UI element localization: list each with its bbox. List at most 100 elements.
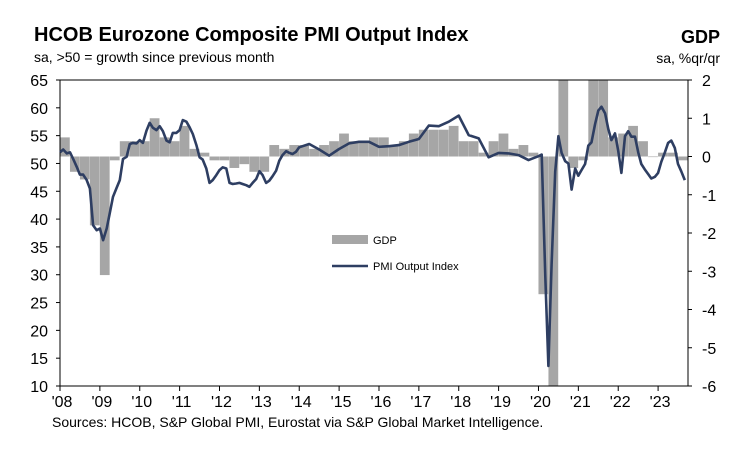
left-axis-tick-label: 50 bbox=[30, 156, 48, 173]
gdp-bar bbox=[598, 80, 609, 157]
gdp-bar bbox=[359, 141, 369, 157]
gdp-bar bbox=[169, 141, 180, 157]
left-axis-tick-label: 45 bbox=[30, 184, 48, 201]
x-axis-tick-label: '14 bbox=[291, 394, 312, 411]
gdp-bar bbox=[608, 137, 619, 157]
right-axis-tick-label: -2 bbox=[702, 226, 716, 243]
x-axis-tick-label: '15 bbox=[331, 394, 352, 411]
x-axis-tick-label: '10 bbox=[131, 394, 152, 411]
x-axis-tick-label: '12 bbox=[211, 394, 232, 411]
right-axis-tick-label: 0 bbox=[702, 150, 711, 167]
gdp-bar bbox=[588, 80, 599, 157]
gdp-bar bbox=[139, 141, 150, 157]
gdp-bar bbox=[319, 145, 329, 157]
gdp-bar bbox=[488, 141, 499, 157]
source-note: Sources: HCOB, S&P Global PMI, Eurostat … bbox=[52, 414, 544, 430]
legend-gdp-swatch bbox=[332, 235, 368, 244]
gdp-bar bbox=[199, 152, 210, 157]
gdp-bar bbox=[638, 141, 648, 157]
gdp-bar bbox=[508, 148, 519, 157]
gdp-bar bbox=[458, 141, 469, 157]
left-axis-tick-label: 30 bbox=[30, 268, 48, 285]
gdp-bar bbox=[209, 156, 220, 161]
right-axis-tick-label: -4 bbox=[702, 303, 716, 320]
gdp-bar bbox=[448, 125, 459, 157]
gdp-bar bbox=[668, 152, 678, 157]
gdp-bar bbox=[498, 133, 509, 157]
gdp-bar bbox=[99, 156, 110, 276]
gdp-bar bbox=[548, 156, 559, 386]
gdp-bar bbox=[229, 156, 240, 168]
chart-subtitle: sa, >50 = growth since previous month bbox=[34, 49, 275, 65]
x-axis-tick-label: '16 bbox=[371, 394, 392, 411]
left-axis-tick-label: 35 bbox=[30, 240, 48, 257]
gdp-bar bbox=[119, 141, 130, 157]
gdp-bar bbox=[269, 145, 280, 157]
gdp-bar bbox=[428, 129, 439, 157]
gdp-bar bbox=[578, 156, 589, 161]
right-axis-title: GDP bbox=[680, 27, 720, 47]
gdp-bar bbox=[678, 156, 688, 161]
gdp-bar bbox=[60, 137, 70, 157]
pmi-line bbox=[59, 105, 687, 368]
gdp-bar bbox=[408, 133, 419, 157]
gdp-bar bbox=[468, 141, 479, 157]
x-axis-tick-label: '20 bbox=[530, 394, 551, 411]
gdp-bar bbox=[299, 145, 310, 157]
gdp-bar bbox=[109, 156, 120, 161]
left-axis-tick-label: 25 bbox=[30, 296, 48, 313]
x-axis-tick-label: '21 bbox=[570, 394, 591, 411]
legend-gdp-label: GDP bbox=[373, 235, 397, 247]
left-axis-tick-label: 65 bbox=[30, 73, 48, 90]
gdp-bar bbox=[478, 152, 489, 157]
left-axis-tick-label: 10 bbox=[30, 379, 48, 396]
gdp-bar bbox=[159, 137, 170, 157]
gdp-bar bbox=[648, 156, 658, 158]
left-axis-tick-label: 40 bbox=[30, 212, 48, 229]
gdp-bar bbox=[249, 156, 260, 172]
gdp-bar bbox=[239, 156, 250, 165]
gdp-bar bbox=[179, 125, 190, 157]
gdp-bar bbox=[329, 141, 339, 157]
gdp-bar bbox=[369, 137, 379, 157]
gdp-bar bbox=[349, 141, 359, 157]
left-axis-tick-label: 20 bbox=[30, 323, 48, 340]
gdp-bar bbox=[398, 141, 409, 157]
right-axis-tick-label: 1 bbox=[702, 111, 711, 128]
gdp-bar bbox=[309, 148, 319, 157]
x-axis-tick-label: '23 bbox=[650, 394, 671, 411]
x-axis-tick-label: '18 bbox=[450, 394, 471, 411]
x-axis-tick-label: '13 bbox=[251, 394, 272, 411]
gdp-bar bbox=[628, 125, 638, 157]
left-axis-tick-label: 15 bbox=[30, 351, 48, 368]
gdp-bar bbox=[189, 148, 200, 157]
gdp-bar bbox=[528, 152, 539, 157]
gdp-bar bbox=[438, 129, 449, 157]
right-axis-tick-label: -5 bbox=[702, 341, 716, 358]
gdp-bar bbox=[289, 145, 300, 157]
gdp-bar bbox=[149, 118, 160, 157]
x-axis-tick-label: '19 bbox=[490, 394, 511, 411]
legend-pmi-label: PMI Output Index bbox=[373, 261, 459, 273]
x-axis-tick-label: '11 bbox=[172, 394, 192, 411]
gdp-bar bbox=[388, 145, 399, 157]
gdp-bar bbox=[219, 156, 230, 161]
gdp-bar bbox=[418, 129, 429, 157]
left-axis-tick-label: 60 bbox=[30, 101, 48, 118]
right-axis-tick-label: 2 bbox=[702, 73, 711, 90]
x-axis-tick-label: '17 bbox=[410, 394, 431, 411]
gdp-bar bbox=[558, 80, 569, 157]
gdp-bar bbox=[518, 145, 529, 157]
x-axis-tick-label: '09 bbox=[91, 394, 112, 411]
right-axis-tick-label: -6 bbox=[702, 379, 716, 396]
right-axis-tick-label: -1 bbox=[702, 188, 716, 205]
gdp-bar bbox=[89, 156, 100, 226]
gdp-bar bbox=[79, 156, 90, 180]
x-axis-tick-label: '22 bbox=[610, 394, 631, 411]
left-axis-tick-label: 55 bbox=[30, 129, 48, 146]
right-axis-tick-label: -3 bbox=[702, 264, 716, 281]
gdp-bar bbox=[568, 156, 579, 168]
chart-title: HCOB Eurozone Composite PMI Output Index bbox=[34, 24, 469, 46]
gdp-bar bbox=[259, 156, 270, 172]
